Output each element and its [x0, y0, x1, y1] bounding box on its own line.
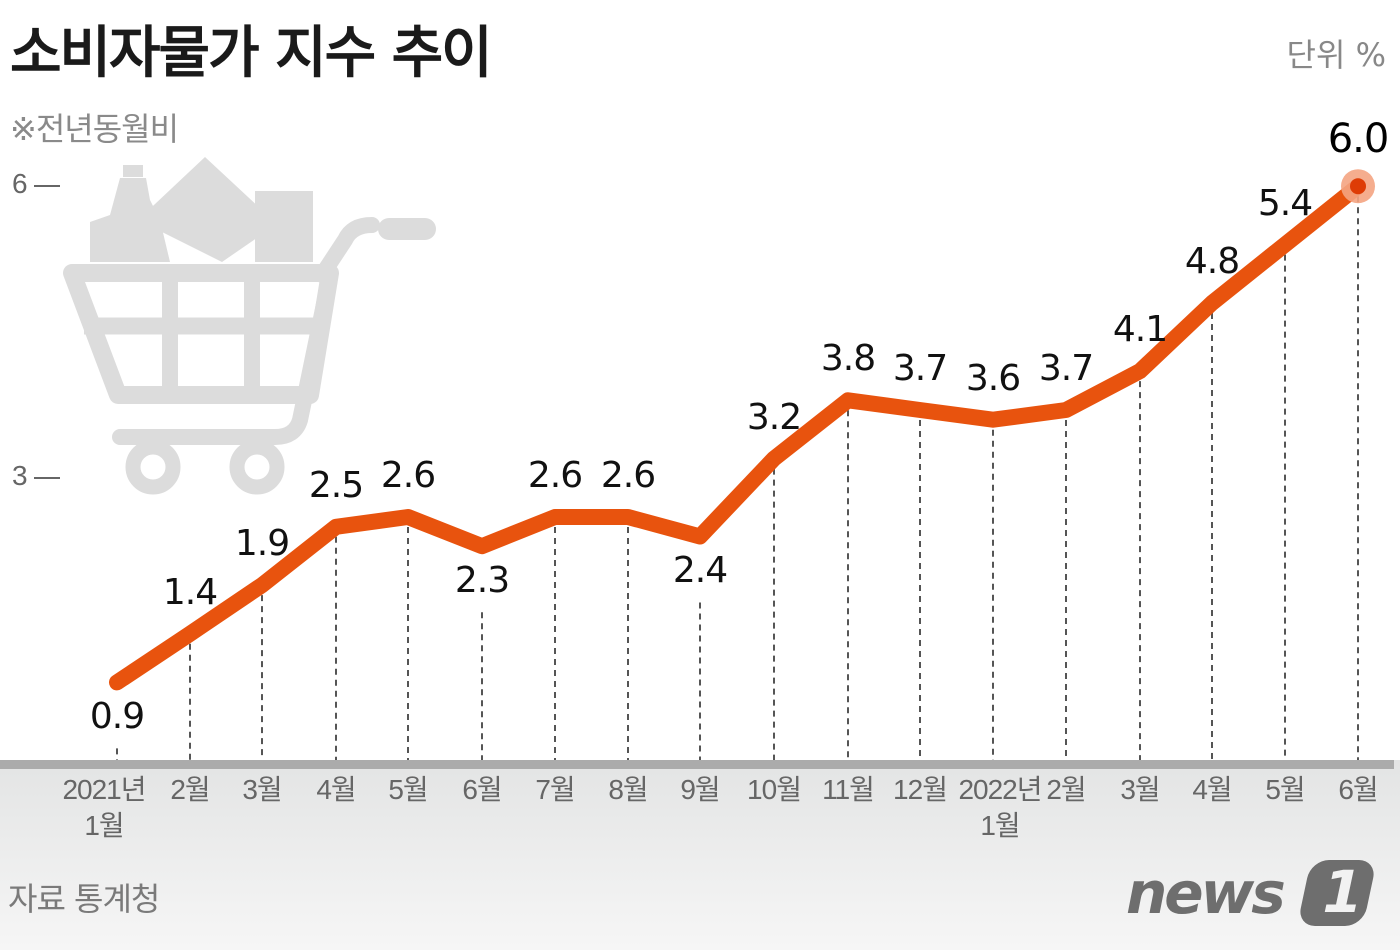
footer-band	[0, 760, 1400, 950]
cpi-line	[109, 178, 1366, 691]
chart-subtitle: ※전년동월비	[10, 110, 179, 148]
value-label: 4.1	[1112, 309, 1168, 351]
unit-label: 단위 %	[1286, 36, 1386, 74]
x-axis-baseline	[0, 760, 1394, 769]
value-label: 3.2	[746, 396, 802, 438]
x-tick-label: 2월	[170, 774, 210, 805]
value-label: 2.6	[600, 455, 656, 497]
value-label: 1.9	[234, 523, 290, 565]
value-label: 3.7	[892, 347, 948, 389]
value-label: 2.6	[380, 455, 436, 497]
x-tick-label: 4월	[1192, 774, 1232, 805]
x-tick-label: 3월	[242, 774, 282, 805]
value-label: 0.9	[89, 696, 145, 738]
value-label: 2.4	[672, 550, 728, 592]
source-label: 자료 통계청	[8, 880, 160, 918]
x-tick-label: 11월	[822, 774, 875, 805]
value-label: 3.6	[965, 357, 1021, 399]
x-tick-label: 9월	[680, 774, 720, 805]
shopping-cart-icon	[63, 157, 436, 495]
value-label: 2.6	[527, 455, 583, 497]
y-tick: 3	[12, 460, 60, 492]
x-tick-label: 2022년 1월	[958, 774, 1042, 841]
logo-badge-number: 1	[1314, 858, 1370, 926]
x-tick-label: 3월	[1120, 774, 1160, 805]
logo-text: news	[1126, 859, 1286, 927]
x-tick-label: 12월	[893, 774, 948, 805]
x-tick-label: 2021년 1월	[62, 774, 146, 841]
value-label: 2.5	[308, 464, 364, 506]
x-tick-label: 5월	[1265, 774, 1305, 805]
value-label: 3.8	[820, 338, 876, 380]
dashed-guide-lines	[116, 196, 1359, 760]
latest-point-marker	[1341, 169, 1375, 204]
news1-logo: news 1	[1126, 858, 1386, 927]
x-tick-label: 5월	[388, 774, 428, 805]
value-label: 4.8	[1184, 240, 1240, 282]
x-tick-label: 7월	[535, 774, 575, 805]
value-label: 3.7	[1038, 347, 1094, 389]
value-label: 1.4	[162, 571, 218, 613]
x-tick-label: 6월	[1338, 774, 1378, 805]
x-tick-label: 8월	[608, 774, 648, 805]
logo-badge: 1	[1296, 858, 1378, 926]
value-label: 2.3	[454, 560, 510, 602]
x-tick-label: 2월	[1046, 774, 1086, 805]
x-tick-label: 10월	[747, 774, 802, 805]
value-label: 5.4	[1257, 182, 1313, 224]
chart-title: 소비자물가 지수 추이	[10, 21, 493, 86]
value-label: 6.0	[1327, 116, 1390, 163]
y-tick: 6	[12, 168, 60, 200]
x-tick-label: 6월	[462, 774, 502, 805]
x-tick-label: 4월	[316, 774, 356, 805]
